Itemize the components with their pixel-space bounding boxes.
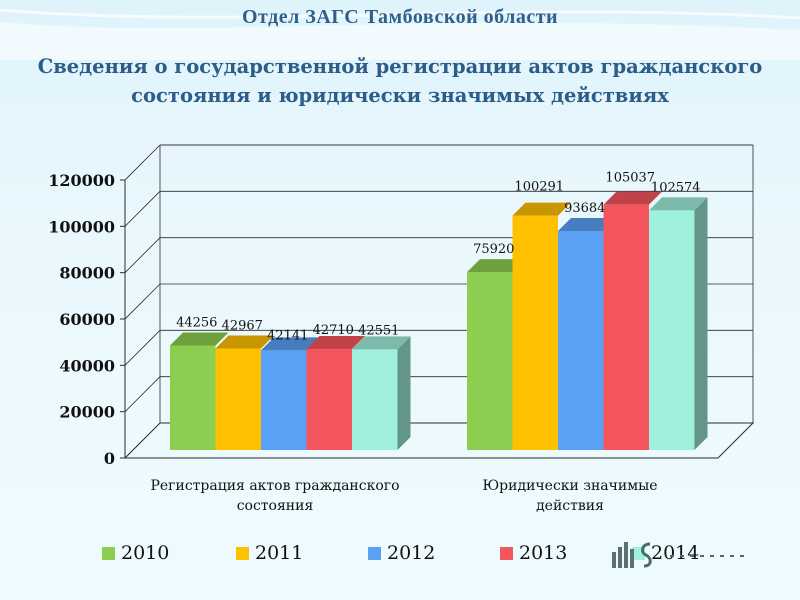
bar-front-face: [512, 215, 558, 450]
legend-item-2012: 2012: [368, 538, 435, 568]
chart-axes: 0 20000 40000 60000 80000 100000 120000 Регистр…: [48, 171, 657, 514]
bar-front-face: [352, 349, 398, 450]
y-tick-label: 20000: [59, 403, 115, 422]
data-label: 42967: [222, 318, 263, 333]
y-tick-label: 40000: [59, 356, 115, 375]
legend-swatch: [368, 546, 381, 560]
bar-front-face: [215, 348, 261, 450]
y-tick-label: 60000: [59, 310, 115, 329]
gridline-diagonal: [124, 144, 161, 181]
bar-top-face: [467, 259, 526, 273]
data-label: 44256: [176, 315, 217, 330]
legend-item-2010: 2010: [102, 538, 169, 568]
category-label: действия: [536, 498, 604, 514]
legend-label: 2012: [387, 542, 436, 564]
bar-top-face: [306, 336, 365, 350]
bar-2010-cat-1: [170, 332, 229, 450]
y-tick-label: 0: [104, 449, 115, 468]
legend-swatch: [236, 546, 249, 560]
legend-swatch: [500, 546, 513, 560]
bar-front-face: [603, 204, 649, 450]
data-label: 105037: [605, 171, 655, 186]
bar-top-face: [261, 337, 320, 351]
legend-label: 2013: [519, 542, 568, 564]
bar-top-face: [649, 197, 708, 211]
bar-top-face: [215, 335, 274, 349]
bar-top-face: [558, 217, 617, 231]
bar-top-face: [603, 191, 662, 205]
legend-label: 2010: [121, 542, 170, 564]
data-label: 100291: [514, 180, 564, 195]
data-label: 75920: [473, 242, 514, 257]
gridline-diagonal: [124, 237, 161, 273]
legend-item-2011: 2011: [236, 538, 303, 568]
data-label: 42710: [313, 323, 354, 338]
chart-legend: 2010 2011 2012 2013 2014: [102, 538, 722, 568]
legend-label: 2011: [255, 542, 304, 564]
bar-front-face: [649, 210, 695, 450]
bar-2011-cat-1: [215, 335, 274, 450]
bar-top-face: [512, 202, 571, 216]
legend-swatch: [102, 546, 115, 560]
bar-2012-cat-1: [261, 337, 320, 450]
gridline-diagonal: [124, 191, 161, 227]
bar-2013-cat-2: [603, 191, 662, 450]
data-label: 93684: [564, 201, 605, 216]
data-label: 42551: [358, 323, 399, 338]
data-label: 42141: [267, 328, 308, 343]
legend-item-2013: 2013: [500, 538, 567, 568]
page-title-line-2: состояния и юридически значимых действия…: [131, 84, 669, 107]
bar-side-face: [694, 197, 708, 450]
bar-2010-cat-2: [467, 259, 526, 450]
category-label: состояния: [237, 498, 314, 514]
bar-front-face: [558, 230, 604, 450]
gridline-diagonal: [124, 376, 161, 412]
data-label: 102574: [651, 180, 701, 195]
bar-2012-cat-2: [558, 217, 617, 450]
presentation-logo-icon: [612, 542, 750, 568]
category-label: Юридически значимые: [482, 478, 657, 494]
gridline-diagonal: [124, 330, 161, 366]
bar-2011-cat-2: [512, 202, 571, 450]
y-tick-label: 100000: [48, 217, 115, 236]
bar-top-face: [352, 336, 411, 350]
y-tick-label: 80000: [59, 264, 115, 283]
gridline-diagonal: [124, 283, 161, 320]
chart-data-labels: 44256 42967 42141 42710 42551 75920 1002919368…: [176, 171, 701, 344]
bar-front-face: [170, 345, 216, 450]
bar-2013-cat-1: [306, 336, 365, 450]
bar-front-face: [261, 350, 307, 450]
bar-2014-cat-2: [649, 197, 708, 450]
organization-title: Отдел ЗАГС Тамбовской области: [241, 6, 559, 28]
bar-2014-cat-1: [352, 336, 411, 450]
bar-side-face: [397, 336, 411, 450]
y-tick-label: 120000: [48, 171, 115, 190]
category-label: Регистрация актов гражданского: [150, 478, 399, 494]
bar-front-face: [306, 349, 352, 450]
bar-front-face: [467, 272, 513, 450]
page-title-line-1: Сведения о государственной регистрации а…: [37, 55, 763, 78]
legend-label: 2014: [651, 542, 700, 564]
chart-bars: [170, 191, 708, 450]
page-title: Сведения о государственной регистрации а…: [0, 52, 800, 110]
bar-top-face: [170, 332, 229, 346]
